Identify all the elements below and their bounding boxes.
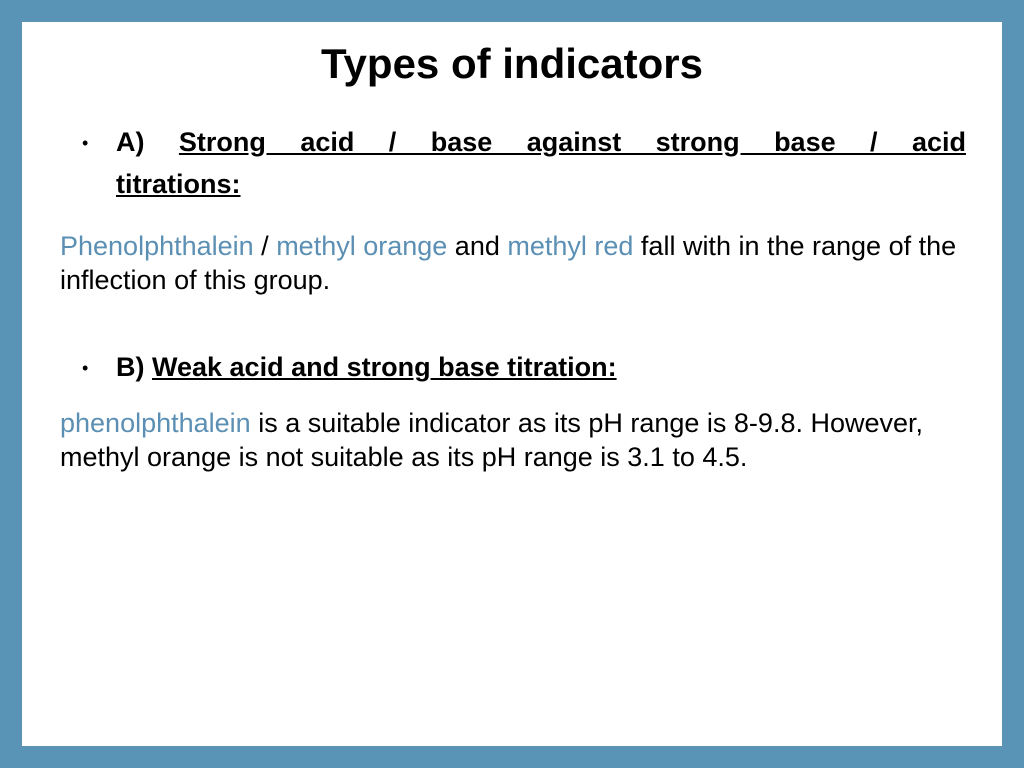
- bullet-b-line: B) Weak acid and strong base titration:: [116, 351, 966, 385]
- bullet-dot-icon: •: [58, 351, 116, 385]
- slide-frame: Types of indicators • A) Strong acid / b…: [0, 0, 1024, 768]
- slide-content: • A) Strong acid / base against strong b…: [58, 126, 966, 475]
- indicator-phenolphthalein: Phenolphthalein: [60, 231, 254, 261]
- indicator-methyl-red: methyl red: [507, 231, 633, 261]
- bullet-a-line2: titrations:: [116, 168, 966, 202]
- bullet-spacer: [58, 168, 116, 202]
- slide-title: Types of indicators: [58, 40, 966, 88]
- bullet-b: • B) Weak acid and strong base titration…: [58, 351, 966, 385]
- para-a-sep1: /: [254, 231, 277, 261]
- bullet-b-prefix: B): [116, 352, 152, 382]
- paragraph-b: phenolphthalein is a suitable indicator …: [58, 407, 966, 475]
- para-a-mid: and: [447, 231, 507, 261]
- bullet-a-cont: titrations:: [58, 168, 966, 202]
- bullet-a: • A) Strong acid / base against strong b…: [58, 126, 966, 160]
- bullet-a-line1: A) Strong acid / base against strong bas…: [116, 126, 966, 160]
- bullet-a-heading-1: Strong acid / base against strong base /…: [179, 127, 966, 157]
- bullet-a-prefix: A): [116, 127, 179, 157]
- bullet-dot-icon: •: [58, 126, 116, 160]
- bullet-a-heading-2: titrations:: [116, 169, 241, 199]
- bullet-b-heading: Weak acid and strong base titration:: [152, 352, 617, 382]
- paragraph-a: Phenolphthalein / methyl orange and meth…: [58, 230, 966, 298]
- indicator-methyl-orange: methyl orange: [276, 231, 447, 261]
- indicator-phenolphthalein-2: phenolphthalein: [60, 408, 251, 438]
